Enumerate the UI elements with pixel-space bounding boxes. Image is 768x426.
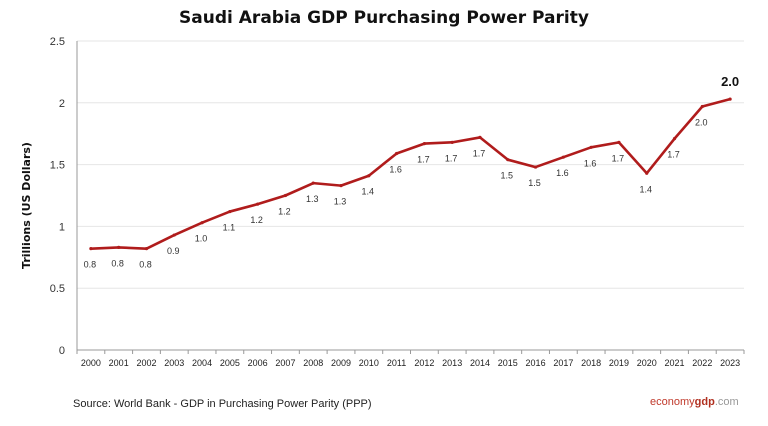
data-point — [589, 145, 593, 149]
data-label: 1.7 — [667, 150, 680, 160]
data-label: 1.4 — [362, 187, 375, 197]
data-label: 1.5 — [528, 178, 541, 188]
y-tick-label: 2.5 — [50, 36, 65, 48]
data-label: 1.7 — [612, 153, 625, 163]
x-tick-label: 2009 — [331, 358, 351, 368]
x-tick-label: 2015 — [498, 358, 518, 368]
x-tick-label: 2018 — [581, 358, 601, 368]
data-label: 0.8 — [111, 258, 124, 268]
data-point — [700, 104, 704, 109]
y-tick-label: 0 — [59, 345, 65, 357]
x-tick-label: 2000 — [81, 358, 101, 368]
x-tick-label: 2011 — [387, 358, 406, 368]
x-tick-label: 2016 — [526, 358, 546, 368]
data-point — [311, 181, 315, 185]
x-tick-label: 2021 — [665, 358, 685, 368]
brand-logo[interactable]: economygdp.com — [650, 396, 739, 408]
data-label: 0.8 — [139, 260, 152, 270]
data-point — [339, 184, 343, 188]
x-tick-label: 2013 — [442, 358, 462, 368]
data-point — [144, 247, 149, 251]
data-point — [478, 135, 482, 140]
data-point — [506, 158, 510, 162]
data-label: 1.7 — [473, 148, 486, 158]
y-tick-label: 1 — [59, 221, 65, 233]
x-tick-label: 2022 — [692, 358, 712, 368]
data-point — [172, 233, 176, 237]
data-label: 1.6 — [389, 164, 402, 174]
data-point — [450, 140, 454, 144]
data-point — [533, 165, 538, 169]
x-tick-label: 2017 — [553, 358, 573, 368]
y-tick-label: 2 — [59, 98, 65, 110]
x-tick-label: 2019 — [609, 358, 629, 368]
data-label: 1.3 — [306, 194, 319, 204]
chart-title: Saudi Arabia GDP Purchasing Power Parity — [179, 8, 589, 28]
data-point — [645, 171, 649, 175]
x-tick-label: 2014 — [470, 358, 490, 368]
y-tick-label: 1.5 — [50, 160, 65, 172]
x-tick-label: 2020 — [637, 358, 657, 368]
data-label: 2.0 — [721, 74, 739, 89]
x-tick-label: 2008 — [303, 358, 323, 368]
data-label: 1.6 — [556, 168, 569, 178]
data-label: 0.8 — [84, 260, 97, 270]
data-label: 1.3 — [334, 197, 347, 207]
x-tick-label: 2007 — [275, 358, 295, 368]
data-label: 2.0 — [695, 118, 708, 128]
brand-part-1: economy — [650, 396, 695, 408]
brand-part-3: .com — [714, 396, 739, 408]
data-point — [367, 174, 371, 178]
x-tick-label: 2003 — [164, 358, 184, 368]
data-point — [89, 247, 93, 251]
brand-part-2: gdp — [694, 396, 715, 408]
data-point — [228, 209, 232, 214]
data-point — [422, 141, 426, 146]
data-point — [672, 137, 677, 141]
data-point — [561, 155, 565, 159]
data-label: 1.5 — [501, 171, 514, 181]
x-tick-label: 2001 — [109, 358, 129, 368]
data-label: 1.2 — [250, 215, 263, 225]
data-point — [728, 97, 732, 101]
data-label: 0.9 — [167, 246, 180, 256]
data-label: 1.6 — [584, 158, 597, 168]
x-tick-label: 2012 — [414, 358, 434, 368]
data-point — [117, 245, 121, 250]
data-point — [283, 193, 288, 198]
data-point — [395, 151, 399, 156]
data-label: 1.4 — [639, 184, 652, 194]
x-tick-label: 2023 — [720, 358, 740, 368]
data-point — [256, 202, 260, 206]
x-tick-label: 2002 — [136, 358, 156, 368]
data-label: 1.2 — [278, 207, 291, 217]
x-tick-label: 2005 — [220, 358, 240, 368]
data-label: 1.7 — [417, 155, 430, 165]
data-line — [90, 97, 731, 250]
data-point — [617, 140, 621, 144]
x-tick-label: 2010 — [359, 358, 379, 368]
data-label: 1.0 — [195, 234, 208, 244]
y-tick-label: 0.5 — [50, 283, 65, 295]
data-point — [200, 221, 204, 225]
x-tick-label: 2004 — [192, 358, 212, 368]
source-note: Source: World Bank - GDP in Purchasing P… — [73, 398, 372, 410]
data-label: 1.1 — [223, 223, 236, 233]
data-label: 1.7 — [445, 153, 458, 163]
y-axis-title: Trillions (US Dollars) — [20, 142, 33, 269]
x-tick-label: 2006 — [248, 358, 268, 368]
